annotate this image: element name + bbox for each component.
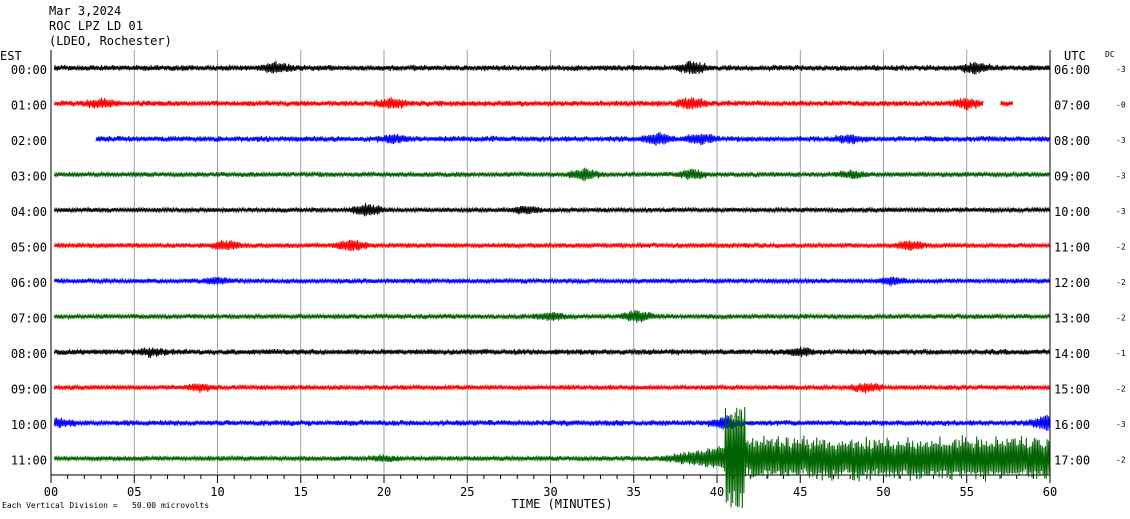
trace-0600 [53, 276, 1050, 287]
est-hour-label: 05:00 [11, 241, 47, 255]
est-hour-label: 00:00 [11, 63, 47, 77]
x-tick-label: 55 [960, 485, 974, 499]
trace-0200 [95, 132, 1051, 146]
trace-0700 [53, 309, 1050, 323]
x-tick-label: 15 [294, 485, 308, 499]
x-tick-label: 45 [793, 485, 807, 499]
dc-offset-value: -2 [1116, 456, 1126, 465]
trace-0900 [53, 382, 1050, 394]
utc-hour-label: 07:00 [1054, 99, 1090, 113]
x-tick-label: 40 [710, 485, 724, 499]
utc-zone-label: UTC [1064, 49, 1086, 63]
est-hour-label: 08:00 [11, 347, 47, 361]
est-hour-label: 07:00 [11, 312, 47, 326]
est-hour-label: 04:00 [11, 205, 47, 219]
est-hour-label: 06:00 [11, 276, 47, 290]
utc-hour-label: 13:00 [1054, 312, 1090, 326]
x-tick-label: 35 [627, 485, 641, 499]
utc-hour-label: 09:00 [1054, 170, 1090, 184]
trace-0100 [53, 96, 984, 111]
trace-0400 [53, 203, 1050, 217]
dc-offset-value: -2 [1116, 278, 1126, 287]
x-axis-title: TIME (MINUTES) [511, 497, 612, 511]
utc-hour-label: 14:00 [1054, 347, 1090, 361]
network-name: (LDEO, Rochester) [49, 34, 172, 48]
dc-offset-value: -2 [1116, 385, 1126, 394]
x-tick-label: 25 [460, 485, 474, 499]
utc-hour-label: 11:00 [1054, 241, 1090, 255]
x-tick-label: 05 [127, 485, 141, 499]
x-tick-label: 20 [377, 485, 391, 499]
utc-hour-label: 15:00 [1054, 383, 1090, 397]
dc-offset-value: -3 [1116, 420, 1126, 429]
dc-offset-value: -2 [1116, 314, 1126, 323]
trace-1100 [53, 406, 1050, 509]
record-date: Mar 3,2024 [49, 4, 122, 18]
est-zone-label: EST [0, 49, 22, 63]
trace-0300 [53, 167, 1050, 182]
dc-offset-value: -3 [1116, 65, 1126, 74]
est-hour-label: 11:00 [11, 454, 47, 468]
dc-offset-value: -1 [1116, 349, 1126, 358]
trace-0500 [53, 239, 1050, 251]
x-tick-label: 10 [210, 485, 224, 499]
utc-hour-label: 17:00 [1054, 454, 1090, 468]
dc-offset-value: -2 [1116, 243, 1126, 252]
utc-hour-label: 16:00 [1054, 418, 1090, 432]
dc-offset-value: -3 [1116, 207, 1126, 216]
utc-hour-label: 08:00 [1054, 134, 1090, 148]
x-tick-label: 30 [543, 485, 557, 499]
est-hour-label: 09:00 [11, 383, 47, 397]
dc-offset-value: -3 [1116, 172, 1126, 181]
x-tick-label: 50 [876, 485, 890, 499]
utc-hour-label: 10:00 [1054, 205, 1090, 219]
est-hour-label: 02:00 [11, 134, 47, 148]
trace-0100-seg1 [1000, 100, 1014, 108]
grid-lines [50, 50, 1051, 483]
trace-group [53, 60, 1051, 509]
est-hour-label: 10:00 [11, 418, 47, 432]
est-hour-label: 03:00 [11, 170, 47, 184]
dc-offset-value: -0 [1116, 101, 1126, 110]
scale-footnote: Each Vertical Division = 50.00 microvolt… [2, 501, 210, 510]
est-hour-label: 01:00 [11, 99, 47, 113]
trace-0000 [53, 60, 1050, 75]
x-tick-label: 00 [44, 485, 58, 499]
trace-0800 [53, 346, 1050, 358]
utc-hour-label: 06:00 [1054, 63, 1090, 77]
dc-offset-value: -3 [1116, 136, 1126, 145]
station-code: ROC LPZ LD 01 [49, 19, 143, 33]
utc-hour-label: 12:00 [1054, 276, 1090, 290]
x-tick-label: 60 [1043, 485, 1057, 499]
trace-1000 [53, 414, 1050, 431]
label-group: 00 05 10 15 20 25 30 35 40 45 50 55 60 00:00 06:00 -3 01… [11, 63, 1126, 499]
dc-column-label: DC [1105, 50, 1115, 59]
